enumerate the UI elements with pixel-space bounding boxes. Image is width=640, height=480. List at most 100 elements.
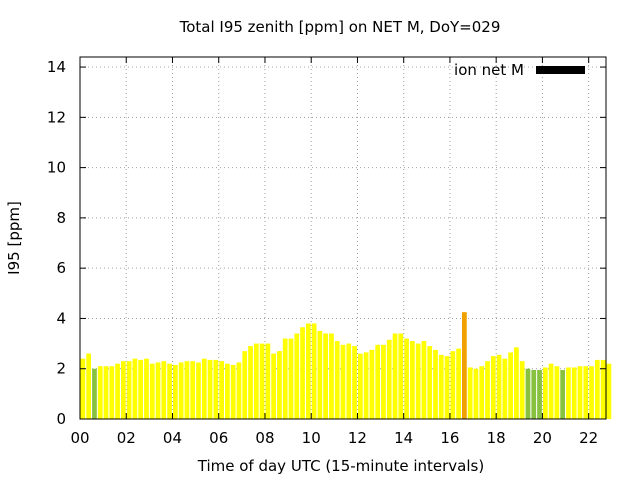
bar [329, 333, 334, 419]
bar [86, 353, 92, 419]
x-tick-label: 02 [117, 429, 136, 447]
bar [340, 344, 346, 419]
bar [352, 346, 357, 419]
x-tick-label: 16 [440, 429, 459, 447]
bar [375, 344, 381, 419]
y-tick-label: 8 [56, 209, 66, 227]
bar [323, 333, 329, 419]
bar [230, 364, 236, 419]
bar [196, 362, 201, 419]
bar [502, 358, 508, 419]
bar [184, 361, 190, 419]
bar [300, 327, 305, 419]
bar [265, 343, 271, 419]
bar [438, 354, 444, 419]
y-axis-label: I95 [ppm] [5, 201, 23, 275]
bar [277, 351, 282, 420]
bar [554, 366, 560, 419]
bar [120, 361, 126, 419]
bar [415, 343, 421, 419]
x-tick-label: 04 [163, 429, 182, 447]
bar [132, 358, 138, 419]
legend-label: ion net M [454, 61, 524, 79]
grid [80, 57, 606, 419]
bar [606, 363, 612, 419]
bar [178, 362, 184, 419]
bar [427, 346, 433, 419]
y-tick-label: 10 [47, 159, 66, 177]
bar [363, 352, 369, 419]
bar [485, 361, 490, 419]
bar [496, 354, 502, 419]
bar [167, 363, 172, 419]
bar [392, 333, 398, 419]
legend: ion net M [454, 61, 585, 79]
x-tick-label: 14 [394, 429, 413, 447]
bar [514, 347, 519, 419]
bar [531, 369, 537, 419]
bar [479, 366, 485, 419]
bar [305, 323, 311, 419]
bar [444, 356, 450, 419]
bar [311, 323, 317, 419]
bar [253, 343, 259, 419]
x-tick-label: 20 [533, 429, 552, 447]
bar [398, 333, 404, 419]
bar [242, 351, 248, 420]
y-tick-label: 4 [56, 309, 66, 327]
y-tick-label: 2 [56, 360, 66, 378]
bar [294, 333, 300, 419]
bar [149, 363, 155, 419]
bar [600, 359, 606, 419]
bar [421, 341, 427, 419]
y-tick-label: 6 [56, 259, 66, 277]
bar [334, 341, 340, 419]
x-tick-label: 06 [209, 429, 228, 447]
bar [525, 368, 531, 419]
x-tick-label: 12 [348, 429, 367, 447]
bar [288, 338, 294, 419]
bar [594, 359, 600, 419]
bar [115, 363, 120, 419]
bar [566, 367, 571, 419]
bar [97, 366, 103, 419]
x-tick-label: 18 [487, 429, 506, 447]
bar [248, 346, 253, 419]
bar [346, 343, 352, 419]
bar [450, 351, 456, 420]
bar [80, 358, 86, 419]
bar [537, 369, 542, 419]
bar [381, 344, 386, 419]
bar [126, 361, 132, 419]
bar [213, 359, 219, 419]
bar [571, 367, 577, 419]
x-tick-label: 10 [302, 429, 321, 447]
bar [282, 338, 288, 419]
bar [404, 338, 409, 419]
bars [80, 312, 612, 420]
bar [271, 353, 277, 419]
bar [207, 359, 213, 419]
bar [225, 363, 230, 419]
chart-title: Total I95 zenith [ppm] on NET M, DoY=029 [179, 18, 501, 36]
bar [161, 361, 167, 419]
x-tick-label: 08 [255, 429, 274, 447]
y-tick-label: 0 [56, 410, 66, 428]
legend-swatch [536, 66, 585, 74]
bar [155, 362, 161, 419]
bar [409, 341, 415, 419]
bar [456, 348, 461, 419]
bar [103, 366, 109, 419]
bar [589, 366, 594, 419]
bar [236, 362, 242, 419]
x-tick-label: 00 [70, 429, 89, 447]
bar [490, 356, 496, 419]
bar [109, 366, 115, 419]
bar [144, 358, 149, 419]
bar [173, 364, 178, 419]
bar [219, 361, 224, 419]
bar [467, 367, 473, 419]
bar [92, 368, 97, 419]
